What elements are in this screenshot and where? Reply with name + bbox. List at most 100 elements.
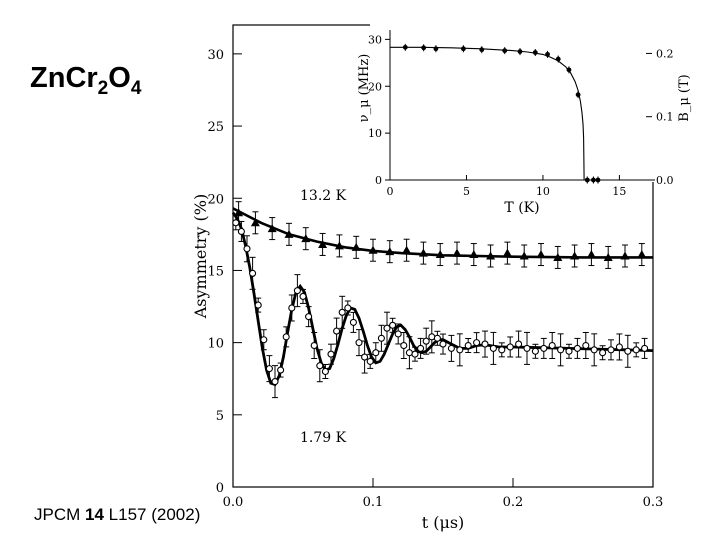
data-point-circle	[557, 346, 565, 354]
data-point-triangle	[385, 247, 395, 256]
data-point-circle	[305, 313, 313, 321]
data-point-circle	[282, 333, 290, 341]
data-point-triangle	[586, 250, 596, 259]
main-y-tick-label: 10	[207, 337, 224, 352]
data-point-circle	[243, 245, 251, 253]
inset-x-tick-label: 0	[387, 185, 394, 198]
main-x-tick-label: 0.0	[223, 495, 244, 510]
inset-axes: 0 10 20 30 0.0 0.1 0.2 0 5 10 15	[368, 33, 674, 198]
data-point-circle	[582, 341, 590, 350]
data-point-triangle	[234, 208, 244, 217]
inset-y-tick-label: 30	[368, 33, 382, 46]
data-point-circle	[515, 340, 523, 348]
inset-data-point	[433, 46, 439, 52]
main-y-tick-label: 15	[207, 264, 224, 279]
main-x-tick-label: 0.3	[643, 495, 664, 510]
data-point-circle	[366, 357, 374, 365]
data-point-circle	[422, 337, 430, 345]
data-point-triangle	[620, 251, 630, 260]
data-point-circle	[405, 349, 413, 357]
inset-data-point	[479, 47, 485, 53]
main-y-tick-label: 0	[216, 481, 224, 496]
fit-curve-13-2k	[232, 207, 653, 259]
data-point-circle	[260, 336, 268, 344]
data-point-triangle	[536, 250, 546, 259]
compound-subscript-o: 4	[130, 77, 142, 99]
inset-x-tick-label: 10	[536, 185, 550, 198]
inset-y-axis-label: ν_μ (MHz)	[357, 54, 372, 123]
data-point-circle	[473, 339, 481, 347]
data-point-circle	[523, 344, 531, 352]
data-point-circle	[232, 219, 240, 227]
inset-right-tick-label: 0.2	[656, 47, 674, 60]
data-point-circle	[394, 330, 402, 338]
data-point-circle	[464, 341, 472, 350]
data-point-circle	[237, 227, 245, 236]
data-point-circle	[344, 304, 352, 312]
main-x-axis-label: t (μs)	[422, 513, 465, 532]
inset-right-axis-label: B_μ (T)	[677, 74, 692, 121]
data-point-circle	[428, 333, 436, 341]
data-point-circle	[590, 346, 598, 354]
data-point-circle	[383, 324, 391, 332]
data-point-circle	[349, 318, 357, 326]
compound-subscript-cr: 2	[97, 77, 109, 99]
data-point-triangle	[603, 252, 613, 261]
inset-data-point	[545, 51, 550, 57]
inset-right-tick-label: 0.1	[656, 111, 674, 124]
data-point-circle	[481, 340, 489, 348]
citation-volume: 14	[85, 505, 104, 524]
data-point-triangle	[452, 248, 462, 257]
inset-data-point	[595, 177, 601, 183]
data-point-circle	[417, 344, 425, 352]
main-y-tick-label: 20	[207, 192, 224, 207]
fit-curve-1-79k	[231, 211, 654, 387]
data-point-circle	[310, 341, 318, 350]
data-point-triangle	[519, 251, 529, 260]
data-point-circle	[456, 346, 464, 354]
data-point-circle	[489, 344, 497, 352]
data-point-circle	[632, 346, 640, 354]
main-y-tick-label: 5	[216, 409, 224, 424]
data-point-triangle	[334, 241, 344, 250]
data-point-triangle	[418, 248, 428, 257]
data-point-triangle	[486, 251, 496, 260]
inset-data-point	[461, 46, 466, 52]
inset-y-tick-label: 20	[368, 80, 382, 93]
data-point-circle	[506, 343, 514, 351]
data-point-circle	[531, 347, 539, 355]
data-point-circle	[299, 292, 307, 300]
data-point-circle	[372, 349, 380, 357]
inset-data-point	[517, 49, 523, 54]
data-point-circle	[254, 301, 262, 309]
data-point-circle	[333, 327, 341, 335]
data-point-triangle	[469, 250, 479, 259]
data-point-circle	[599, 349, 607, 357]
data-point-triangle	[368, 245, 378, 254]
inset-data-point	[566, 67, 572, 73]
data-point-circle	[271, 378, 279, 386]
annotation-13-2k: 13.2 K	[300, 188, 347, 204]
data-point-circle	[540, 344, 548, 352]
data-point-circle	[447, 344, 455, 352]
main-y-axis-label: Asymmetry (%)	[191, 194, 210, 320]
data-point-circle	[439, 340, 447, 348]
data-point-circle	[389, 321, 397, 329]
data-point-circle	[548, 341, 556, 350]
data-point-circle	[355, 339, 363, 347]
citation-page-year: L157 (2002)	[108, 505, 201, 524]
data-point-circle	[293, 287, 301, 295]
inset-data-point	[591, 177, 596, 183]
data-point-circle	[433, 334, 441, 342]
data-point-triangle	[402, 245, 412, 254]
citation-journal: JPCM	[34, 505, 81, 524]
data-point-circle	[265, 365, 273, 373]
compound-element-o: O	[108, 62, 131, 94]
data-point-circle	[316, 362, 324, 370]
main-y-tick-label: 30	[207, 48, 224, 63]
data-point-circle	[338, 308, 346, 316]
data-point-triangle	[318, 239, 328, 248]
compound-title: ZnCr2O4	[30, 62, 141, 100]
data-point-triangle	[301, 234, 311, 243]
data-point-triangle	[435, 250, 445, 259]
